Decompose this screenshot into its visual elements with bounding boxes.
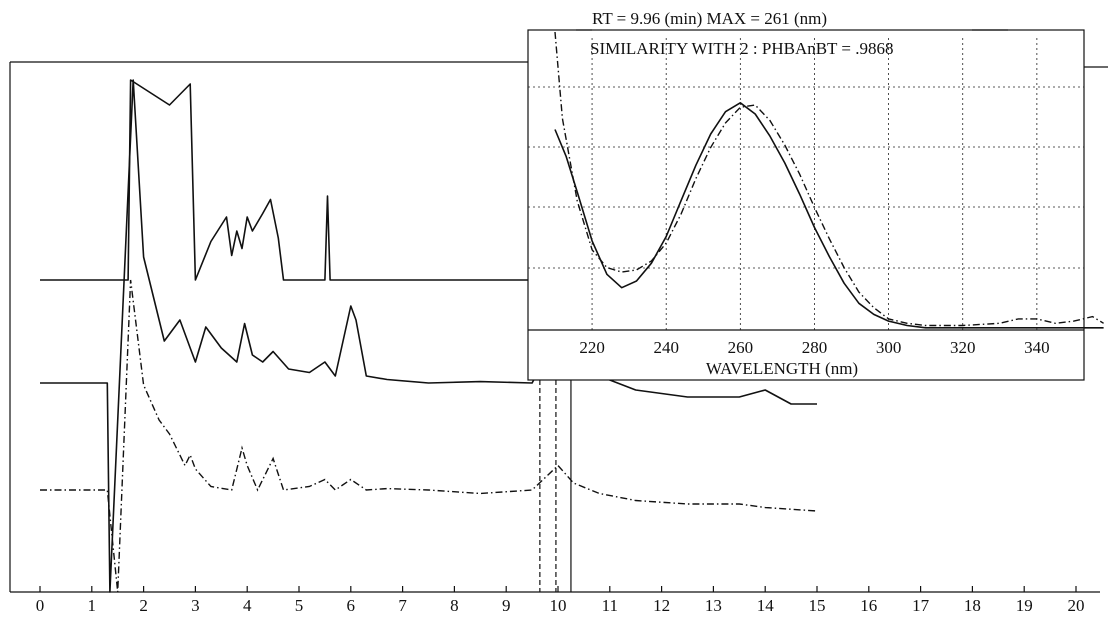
chromatogram-trace-3 [40,279,818,593]
x-tick-label: 17 [912,596,930,615]
x-tick-label: 10 [550,596,567,615]
x-tick-label: 16 [860,596,877,615]
x-tick-label: 7 [398,596,407,615]
x-tick-label: 15 [809,596,826,615]
inset-frame [527,29,1085,381]
inset-x-tick-label: 280 [802,338,828,357]
x-tick-label: 14 [757,596,775,615]
inset-x-tick-label: 320 [950,338,976,357]
chromatogram-trace-1 [40,79,817,281]
x-tick-label: 3 [191,596,200,615]
x-tick-label: 9 [502,596,511,615]
x-tick-label: 11 [602,596,618,615]
x-tick-label: 4 [243,596,252,615]
inset-header-rt-max: RT = 9.96 (min) MAX = 261 (nm) [592,9,827,28]
x-tick-label: 2 [139,596,148,615]
x-tick-label: 19 [1016,596,1033,615]
uv-spectrum-inset: 220 240 260 280 300 320 340 RT = 9.96 (min) MAX… [527,9,1104,381]
chromatogram-plot: 0 1 2 3 4 5 6 7 8 9 10 11 12 13 14 15 16 17 18 19 20 [9,61,1108,615]
inset-x-tick-label: 240 [653,338,679,357]
inset-x-tick-label: 300 [876,338,902,357]
x-tick-label: 20 [1068,596,1085,615]
x-tick-label: 0 [36,596,45,615]
inset-x-axis-label: WAVELENGTH (nm) [706,359,858,378]
x-tick-label: 18 [964,596,981,615]
inset-x-tick-label: 220 [579,338,605,357]
x-tick-label: 13 [705,596,722,615]
x-tick-label: 5 [295,596,304,615]
spectrum-trace-1 [554,102,1104,329]
inset-x-tick-label: 340 [1024,338,1050,357]
x-tick-label: 12 [653,596,670,615]
spectrum-trace-2 [554,31,1104,327]
inset-header-similarity: SIMILARITY WITH 2 : PHBAnBT = .9868 [590,39,893,58]
inset-x-tick-label: 260 [728,338,754,357]
x-tick-label: 6 [347,596,356,615]
x-tick-label: 1 [88,596,97,615]
x-tick-label: 8 [450,596,459,615]
